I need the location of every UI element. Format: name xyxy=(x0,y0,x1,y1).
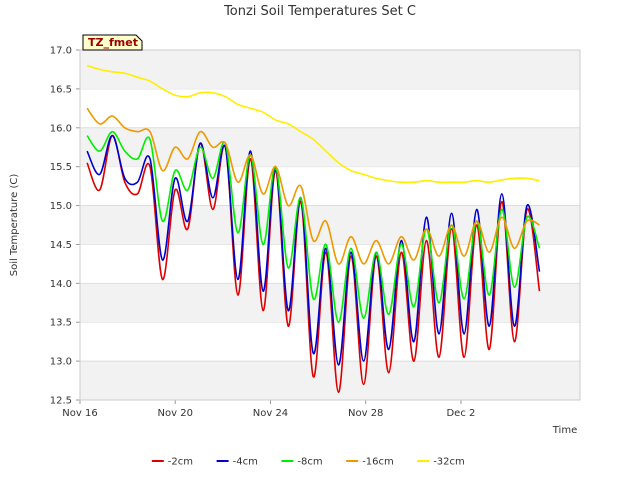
series-line--8cm xyxy=(86,130,541,324)
y-tick-label: 16.5 xyxy=(50,84,72,95)
site-tag-box xyxy=(82,34,143,51)
site-tag-label: TZ_fmet xyxy=(88,36,138,49)
grid-band xyxy=(80,127,580,167)
y-tick-label: 15.5 xyxy=(50,162,72,173)
series-lines xyxy=(86,64,541,394)
series-line--2cm xyxy=(86,134,541,394)
legend: -2cm -4cm -8cm -16cm -32cm xyxy=(151,457,465,468)
series-line--4cm xyxy=(86,134,541,366)
legend-item: -8cm xyxy=(281,457,323,468)
grid-band xyxy=(80,50,580,89)
site-tag: TZ_fmet xyxy=(82,34,143,51)
x-axis-title: Time xyxy=(552,425,577,436)
x-tick-label: Nov 28 xyxy=(348,408,383,419)
x-ticks: Nov 16 Nov 20 Nov 24 Nov 28 Dec 2 xyxy=(62,400,475,419)
series-line--16cm xyxy=(86,107,540,265)
x-tick-label: Nov 16 xyxy=(62,408,97,419)
x-tick-label: Nov 24 xyxy=(253,408,288,419)
legend-label: -32cm xyxy=(433,457,465,468)
y-tick-label: 13.5 xyxy=(50,318,72,329)
y-axis-title: Soil Temperature (C) xyxy=(9,174,20,277)
legend-label: -2cm xyxy=(168,457,193,468)
legend-label: -8cm xyxy=(297,457,322,468)
legend-item: -32cm xyxy=(417,457,465,468)
plot-frame xyxy=(79,49,581,401)
y-ticks: 12.5 13.0 13.5 14.0 14.5 15.0 15.5 16.0 16.5 17.0 xyxy=(50,46,80,407)
x-tick-label: Dec 2 xyxy=(446,408,475,419)
x-tick-label: Nov 20 xyxy=(158,408,193,419)
series-line--32cm xyxy=(86,64,540,184)
y-tick-label: 16.0 xyxy=(50,123,72,134)
y-tick-label: 17.0 xyxy=(50,46,72,57)
chart-title: Tonzi Soil Temperatures Set C xyxy=(223,4,416,19)
y-tick-label: 15.0 xyxy=(50,201,72,212)
y-tick-label: 13.0 xyxy=(50,357,72,368)
legend-item: -4cm xyxy=(216,457,258,468)
y-tick-label: 14.0 xyxy=(50,279,72,290)
y-tick-label: 14.5 xyxy=(50,240,72,251)
legend-label: -4cm xyxy=(233,457,258,468)
legend-item: -2cm xyxy=(151,457,193,468)
legend-item: -16cm xyxy=(346,457,394,468)
grid-band xyxy=(80,361,580,400)
legend-label: -16cm xyxy=(362,457,394,468)
y-tick-label: 12.5 xyxy=(50,396,72,407)
